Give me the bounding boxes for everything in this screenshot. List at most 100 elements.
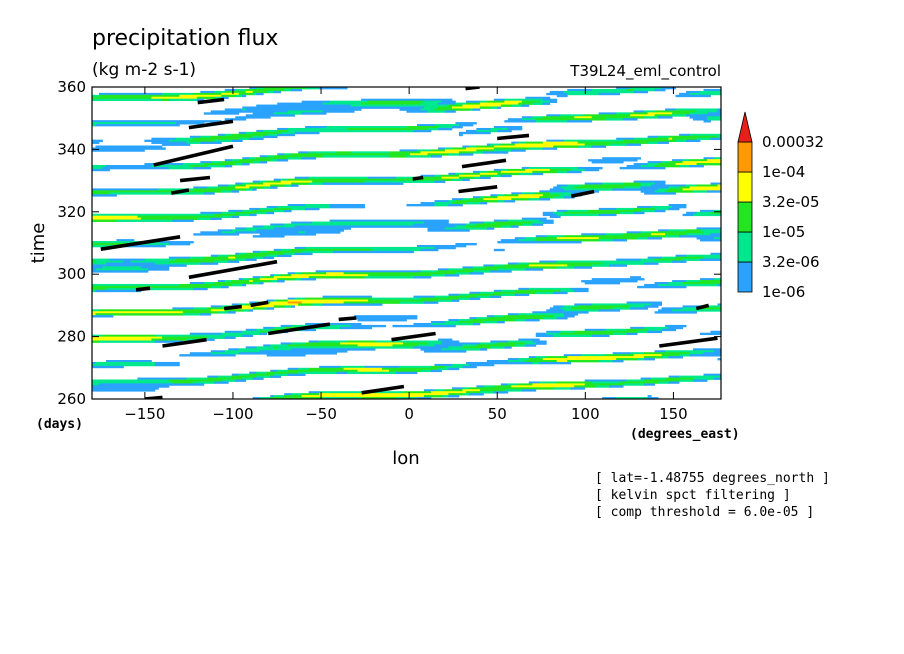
contour-fill bbox=[210, 161, 222, 164]
contour-fill bbox=[686, 139, 701, 142]
contour-fill bbox=[448, 319, 460, 322]
contour-fill bbox=[546, 309, 565, 312]
contour-fill bbox=[717, 184, 721, 187]
contour-fill bbox=[560, 332, 614, 336]
contour-fill bbox=[560, 307, 572, 310]
contour-fill bbox=[542, 147, 558, 150]
contour-fill bbox=[542, 102, 551, 105]
contour-fill bbox=[486, 360, 509, 363]
contour-fill bbox=[200, 161, 212, 164]
contour-fill bbox=[525, 141, 544, 144]
contour-fill bbox=[539, 198, 551, 201]
contour-fill bbox=[196, 96, 215, 100]
contour-fill bbox=[693, 348, 721, 351]
contour-fill bbox=[588, 159, 638, 162]
contour-fill bbox=[682, 307, 701, 310]
contour-fill bbox=[458, 293, 470, 297]
contour-fill bbox=[266, 211, 275, 215]
contour-fill bbox=[623, 383, 645, 386]
contour-fill bbox=[109, 258, 145, 261]
contour-fill bbox=[451, 126, 463, 129]
contour-fill bbox=[511, 225, 519, 228]
contour-fill bbox=[546, 92, 568, 96]
contour-fill bbox=[591, 145, 607, 148]
contour-fill bbox=[462, 198, 470, 201]
contour-fill bbox=[217, 133, 226, 137]
contour-fill bbox=[462, 145, 470, 148]
contour-fill bbox=[714, 350, 721, 353]
contour-fill bbox=[273, 178, 282, 181]
contour-fill bbox=[235, 227, 247, 230]
threshold-contour bbox=[188, 259, 278, 280]
contour-fill bbox=[626, 301, 662, 304]
contour-fill bbox=[259, 233, 317, 236]
contour-fill bbox=[542, 116, 575, 119]
contour-fill bbox=[172, 219, 194, 222]
colorbar-label: 0.00032 bbox=[762, 133, 824, 151]
contour-fill bbox=[497, 172, 519, 176]
contour-fill bbox=[92, 124, 96, 127]
contour-fill bbox=[556, 381, 593, 384]
contour-fill bbox=[308, 151, 338, 154]
contour-fill bbox=[305, 204, 331, 207]
contour-fill bbox=[224, 159, 233, 162]
contour-fill bbox=[448, 367, 460, 371]
threshold-contour bbox=[361, 384, 405, 395]
contour-fill bbox=[238, 137, 250, 141]
contour-fill bbox=[423, 350, 467, 353]
contour-fill bbox=[98, 309, 212, 312]
contour-fill bbox=[224, 165, 233, 168]
contour-fill bbox=[521, 116, 533, 119]
contour-fill bbox=[479, 348, 488, 351]
contour-fill bbox=[434, 180, 446, 183]
contour-fill bbox=[168, 243, 191, 246]
contour-fill bbox=[252, 135, 264, 139]
contour-fill bbox=[308, 367, 344, 371]
contour-fill bbox=[637, 205, 652, 209]
contour-fill bbox=[92, 147, 166, 150]
contour-fill bbox=[420, 102, 439, 105]
contour-fill bbox=[493, 126, 523, 129]
chart-units: (kg m-2 s-1) bbox=[92, 60, 196, 80]
contour-fill bbox=[175, 137, 194, 141]
contour-fill bbox=[654, 110, 697, 113]
contour-fill bbox=[235, 258, 247, 261]
contour-fill bbox=[448, 200, 456, 203]
contour-fill bbox=[249, 373, 275, 376]
contour-fill bbox=[507, 383, 519, 386]
contour-fill bbox=[92, 96, 152, 100]
contour-fill bbox=[105, 165, 152, 168]
contour-fill bbox=[252, 180, 261, 183]
contour-fill bbox=[182, 163, 205, 166]
contour-fill bbox=[203, 192, 215, 195]
contour-fill bbox=[556, 237, 600, 240]
contour-fill bbox=[434, 200, 449, 203]
contour-fill bbox=[525, 319, 540, 322]
contour-fill bbox=[616, 87, 631, 90]
contour-fill bbox=[140, 266, 170, 269]
contour-fill bbox=[574, 289, 589, 293]
contour-fill bbox=[455, 122, 477, 125]
contour-fill bbox=[242, 330, 261, 334]
contour-fill bbox=[668, 161, 683, 164]
colorbar-label: 1e-06 bbox=[762, 283, 805, 301]
contour-fill bbox=[242, 309, 250, 312]
contour-fill bbox=[301, 100, 331, 103]
threshold-contour bbox=[267, 322, 331, 336]
contour-fill bbox=[420, 174, 435, 178]
contour-fill bbox=[574, 266, 593, 269]
contour-fill bbox=[455, 102, 467, 105]
contour-fill bbox=[661, 161, 669, 164]
contour-fill bbox=[623, 182, 642, 185]
contour-fill bbox=[535, 192, 551, 195]
contour-fill bbox=[637, 285, 687, 289]
contour-fill bbox=[280, 274, 292, 277]
contour-fill bbox=[298, 303, 313, 306]
contour-fill bbox=[221, 211, 236, 215]
contour-fill bbox=[469, 272, 484, 275]
contour-fill bbox=[458, 319, 470, 322]
contour-fill bbox=[221, 332, 261, 336]
contour-fill bbox=[291, 342, 306, 345]
contour-fill bbox=[102, 266, 142, 269]
